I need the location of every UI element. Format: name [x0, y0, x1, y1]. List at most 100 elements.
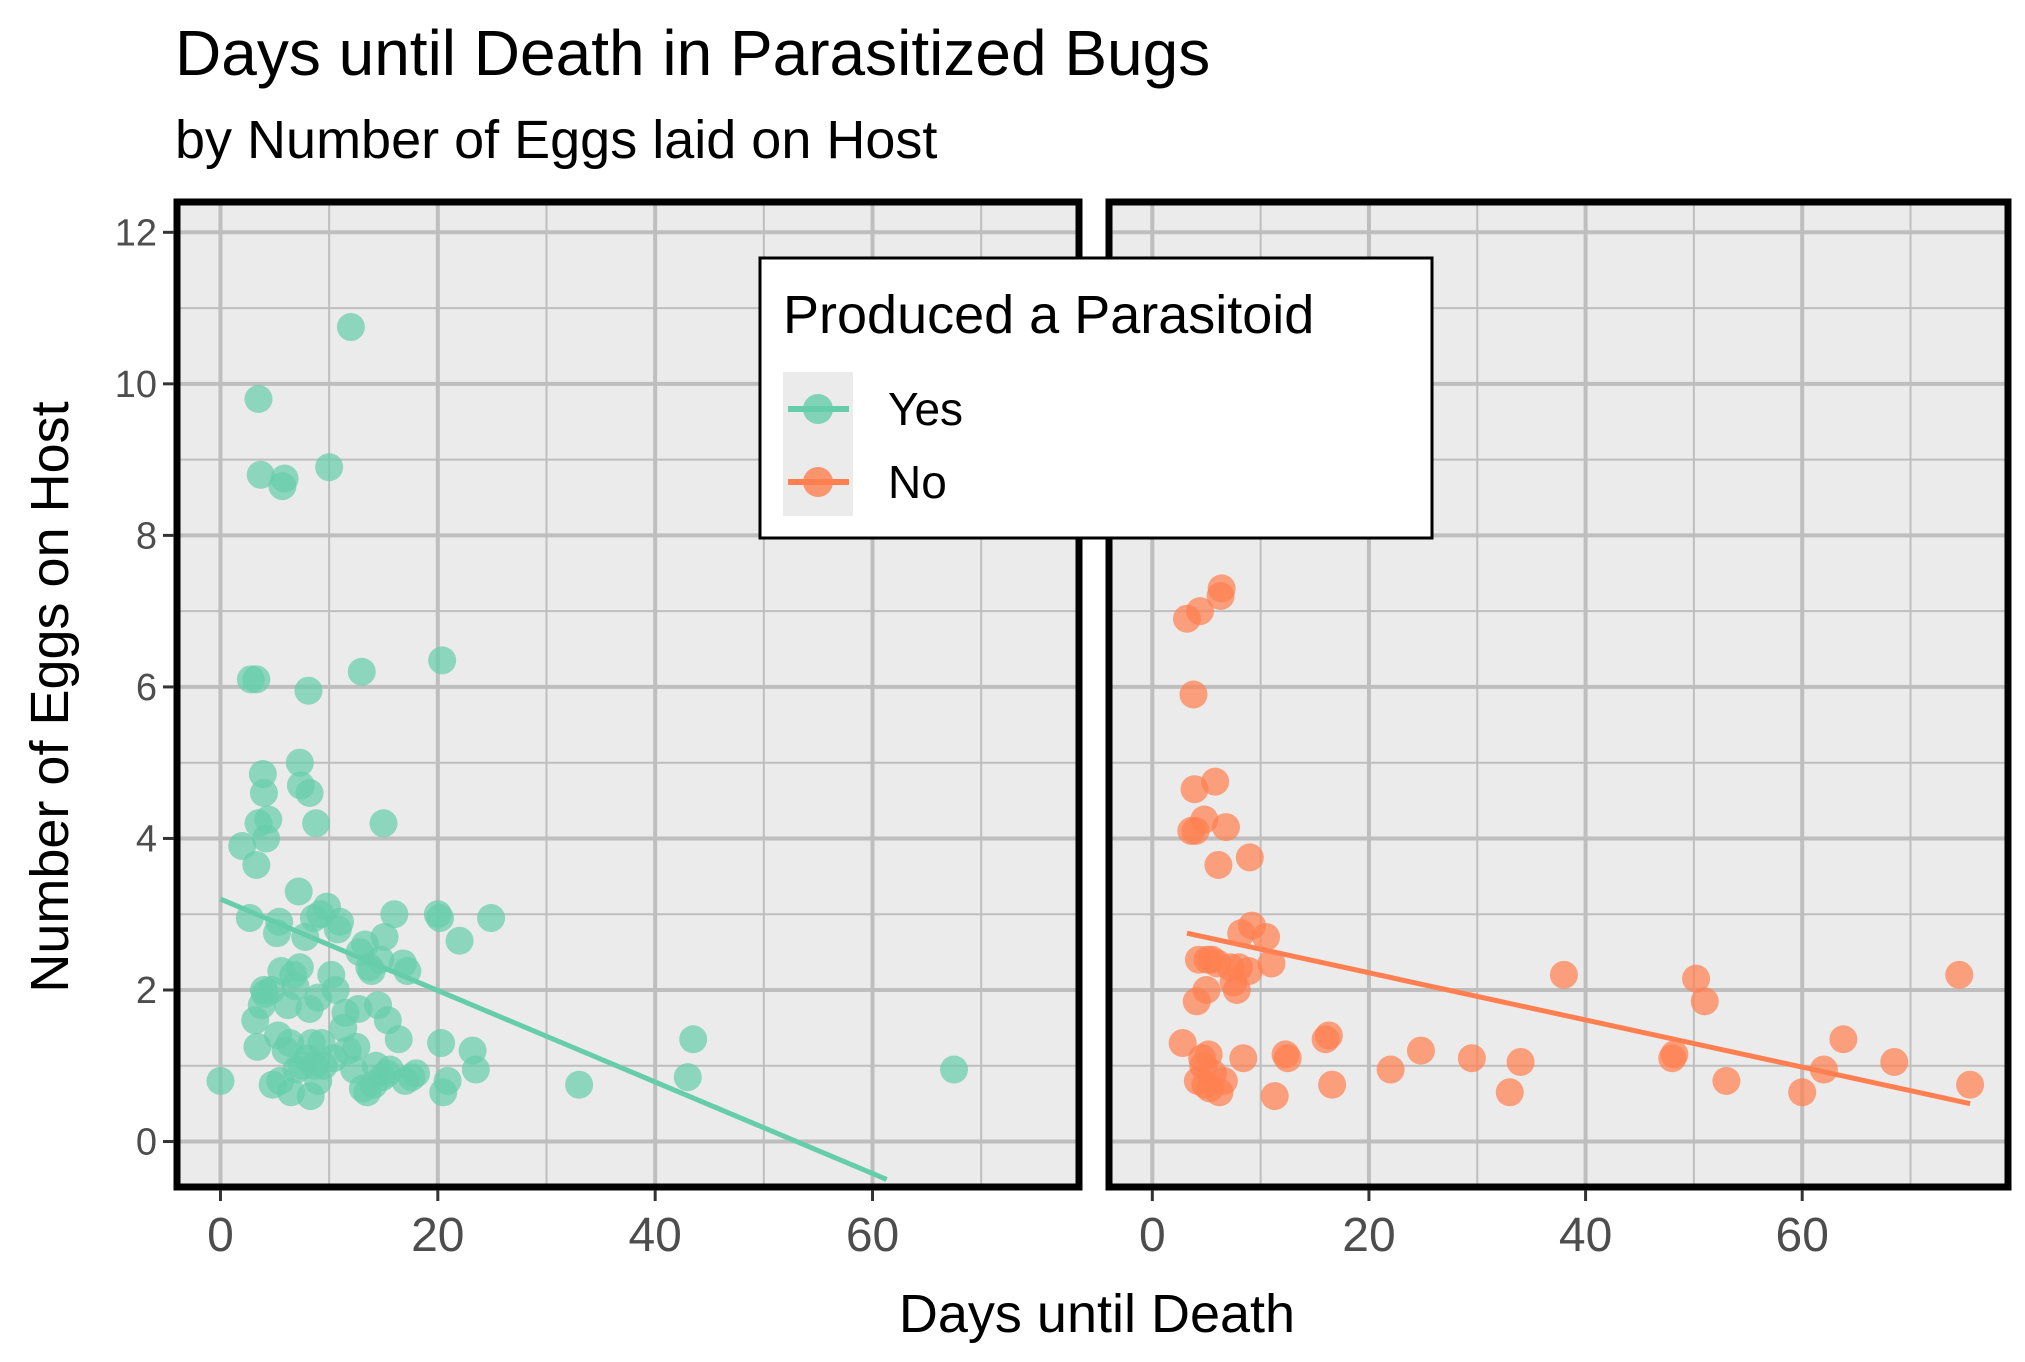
data-point [384, 1025, 413, 1054]
data-point [1457, 1044, 1486, 1073]
data-point [1318, 1070, 1347, 1099]
data-point [1788, 1078, 1817, 1107]
data-point [1829, 1025, 1858, 1054]
data-point [1376, 1055, 1405, 1084]
data-point [242, 665, 271, 694]
data-point [1273, 1044, 1302, 1073]
data-point [940, 1055, 969, 1084]
x-axis-label: Days until Death [899, 1284, 1295, 1344]
data-point [1257, 949, 1286, 978]
x-axis-ticks: 0 20 40 60 0 20 40 60 [207, 1190, 1829, 1262]
data-point [1252, 922, 1281, 951]
data-point [246, 460, 275, 489]
data-point [425, 904, 454, 933]
data-point [1260, 1082, 1289, 1111]
data-point [369, 809, 398, 838]
data-point [1192, 976, 1221, 1004]
data-point [1204, 850, 1233, 879]
data-point [461, 1055, 490, 1084]
data-point [285, 953, 314, 982]
x-tick-label: 40 [628, 1209, 681, 1262]
y-tick-label: 8 [136, 515, 157, 557]
data-point [347, 657, 376, 686]
legend: Produced a Parasitoid Yes No [758, 256, 1434, 540]
panel-border [1105, 198, 2012, 1191]
data-point [342, 1032, 371, 1061]
data-point [1235, 843, 1264, 872]
data-point [249, 779, 278, 807]
x-tick-label: 0 [207, 1209, 234, 1262]
y-axis-ticks: 0 2 4 6 8 10 12 [115, 212, 174, 1164]
data-point [565, 1070, 594, 1099]
data-point [380, 900, 409, 929]
data-point [445, 926, 474, 955]
y-tick-label: 12 [115, 212, 157, 254]
data-point [1207, 574, 1236, 603]
data-point [1314, 1021, 1343, 1050]
data-point [284, 877, 313, 906]
data-point [1660, 1040, 1689, 1069]
trend-line [219, 896, 888, 1182]
x-tick-label: 60 [846, 1209, 899, 1262]
data-point [1406, 1036, 1435, 1065]
x-tick-label: 0 [1139, 1209, 1166, 1262]
data-point [679, 1025, 708, 1054]
data-point [1506, 1047, 1535, 1076]
data-point [402, 1059, 431, 1088]
y-tick-label: 2 [136, 970, 157, 1012]
legend-label-yes: Yes [888, 383, 963, 435]
data-point [1209, 1066, 1238, 1095]
data-point [1945, 960, 1974, 989]
legend-box [758, 256, 1434, 540]
data-point [302, 809, 331, 838]
data-point [1211, 813, 1240, 842]
facet-panel-no [1105, 198, 2012, 1191]
x-tick-label: 20 [411, 1209, 464, 1262]
data-point [1229, 1044, 1258, 1073]
data-point [1956, 1070, 1985, 1099]
x-tick-label: 20 [1342, 1209, 1395, 1262]
legend-label-no: No [888, 456, 947, 508]
data-point [1495, 1078, 1524, 1107]
data-point [1549, 960, 1578, 989]
panel-border [173, 198, 1083, 1191]
chart-subtitle: by Number of Eggs laid on Host [175, 110, 937, 170]
legend-key-yes-point [803, 394, 833, 424]
data-point [242, 850, 271, 879]
legend-title: Produced a Parasitoid [783, 285, 1314, 345]
data-point [1682, 964, 1711, 993]
data-point [477, 904, 506, 933]
data-point [427, 1029, 456, 1058]
data-point [285, 748, 314, 777]
data-point [244, 385, 273, 413]
data-point [254, 805, 283, 834]
y-axis-label: Number of Eggs on Host [20, 401, 80, 992]
y-tick-label: 6 [136, 667, 157, 709]
x-tick-label: 40 [1559, 1209, 1612, 1262]
legend-key-no-point [803, 467, 833, 497]
data-point [243, 1032, 272, 1061]
data-point [673, 1063, 702, 1092]
data-point [1168, 1029, 1197, 1058]
data-point [295, 779, 324, 807]
data-point [321, 976, 350, 1004]
data-point [1179, 680, 1208, 709]
data-point [1234, 957, 1263, 986]
y-tick-label: 4 [136, 818, 157, 860]
data-point [315, 453, 344, 482]
data-point [1185, 597, 1214, 626]
data-point [1712, 1066, 1741, 1095]
chart-title: Days until Death in Parasitized Bugs [175, 17, 1210, 89]
data-point [1880, 1047, 1909, 1076]
data-point [1690, 987, 1719, 1016]
trend-line [1186, 930, 1971, 1107]
data-point [370, 922, 399, 951]
data-point [270, 464, 299, 493]
data-point [294, 676, 323, 705]
data-point [1190, 805, 1219, 834]
x-tick-label: 60 [1776, 1209, 1829, 1262]
data-point [428, 646, 457, 675]
y-tick-label: 10 [115, 364, 157, 406]
data-point [433, 1066, 462, 1095]
